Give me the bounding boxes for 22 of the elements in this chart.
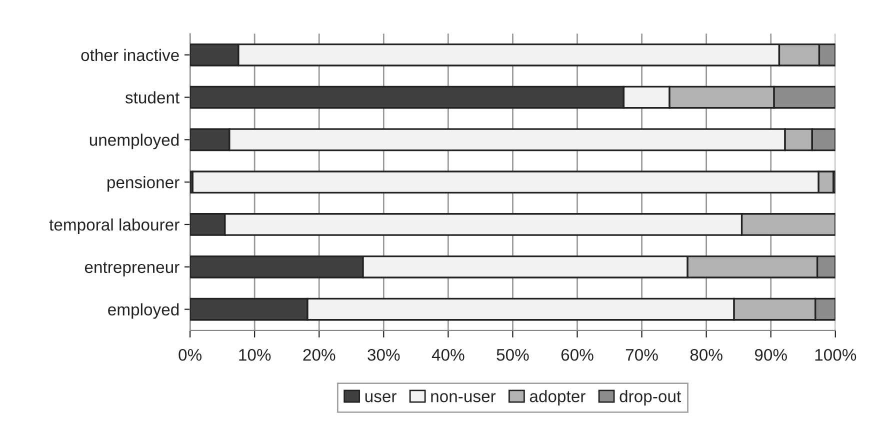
y-tick-label: unemployed — [90, 134, 179, 150]
legend-label: non-user — [431, 393, 496, 402]
y-tick-label: pensioner — [108, 176, 180, 192]
y-tick-label: entrepreneur — [84, 262, 180, 276]
x-tick-label: 90% — [754, 348, 787, 361]
x-tick-label: 50% — [496, 348, 529, 361]
y-tick-label: temporal labourer — [49, 218, 180, 234]
y-tick-label: other inactive — [81, 48, 179, 62]
x-tick-label: 20% — [303, 348, 336, 361]
x-tick-label: 40% — [432, 348, 464, 361]
x-tick-label: 70% — [626, 348, 658, 361]
x-tick-label: 10% — [239, 348, 271, 361]
legend-label: adopter — [530, 390, 586, 406]
x-tick-label: 30% — [368, 348, 400, 361]
x-tick-label: 100% — [815, 348, 856, 361]
x-tick-label: 0% — [178, 348, 202, 361]
y-tick-label: employed — [108, 303, 179, 319]
y-tick-label: student — [125, 91, 180, 104]
x-tick-label: 80% — [690, 348, 722, 361]
legend-label: drop-out — [620, 390, 681, 406]
x-tick-label: 60% — [561, 348, 594, 361]
legend-label: user — [365, 393, 396, 402]
